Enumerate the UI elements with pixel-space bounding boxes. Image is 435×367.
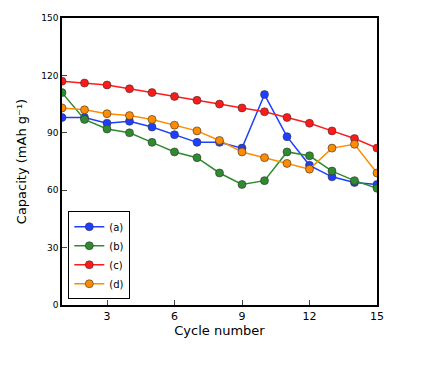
svg-text:(b): (b) xyxy=(109,241,123,252)
svg-text:6: 6 xyxy=(171,310,178,323)
svg-text:3: 3 xyxy=(104,310,111,323)
svg-text:120: 120 xyxy=(41,71,58,81)
svg-text:(a): (a) xyxy=(109,222,123,233)
svg-text:Cycle number: Cycle number xyxy=(174,323,265,338)
svg-text:(c): (c) xyxy=(109,260,122,271)
svg-text:(d): (d) xyxy=(109,279,123,290)
svg-text:Capacity (mAh g⁻¹): Capacity (mAh g⁻¹) xyxy=(14,99,29,224)
svg-text:30: 30 xyxy=(47,243,59,253)
svg-text:15: 15 xyxy=(370,310,384,323)
svg-text:12: 12 xyxy=(303,310,317,323)
svg-text:150: 150 xyxy=(41,13,58,23)
svg-text:9: 9 xyxy=(239,310,246,323)
svg-text:60: 60 xyxy=(47,185,59,195)
svg-text:90: 90 xyxy=(47,128,59,138)
svg-text:0: 0 xyxy=(53,300,59,310)
